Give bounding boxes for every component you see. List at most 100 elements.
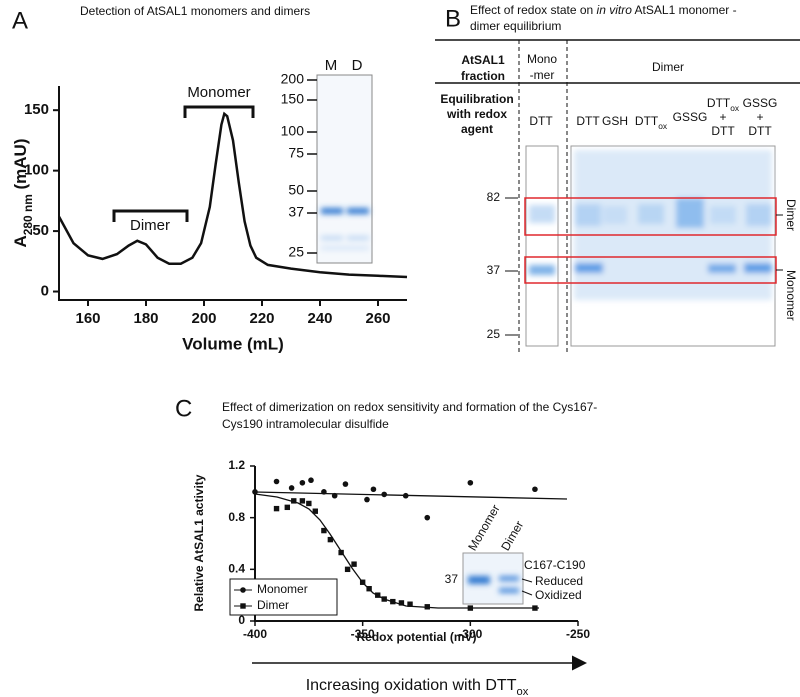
lane-label-part: DTT — [529, 114, 553, 128]
x-tick-label: -250 — [566, 627, 590, 641]
marker-label: 50 — [288, 182, 304, 198]
y-tick-label: 0 — [41, 283, 49, 300]
lane-label-part: ox — [658, 121, 668, 131]
point — [344, 566, 351, 573]
marker-label: 37 — [487, 263, 501, 277]
point — [351, 561, 357, 567]
marker-label: 75 — [288, 145, 304, 161]
point — [273, 478, 280, 485]
gel-lane-label: D — [352, 57, 363, 74]
legend-label: Dimer — [257, 598, 289, 612]
band-label: Oxidized — [535, 588, 582, 602]
gel-band — [529, 205, 555, 223]
point — [467, 605, 474, 611]
marker-label: 37 — [445, 572, 459, 586]
point — [308, 477, 314, 484]
panel-label: B — [445, 5, 461, 32]
x-tick-label: 180 — [133, 310, 158, 327]
gel-band — [676, 198, 704, 228]
panel-label: A — [12, 7, 28, 34]
column-header: Mono — [527, 52, 557, 66]
annotation: Monomer — [187, 84, 250, 101]
lane-label-part: DTT — [576, 114, 600, 128]
gel-band — [347, 208, 369, 214]
x-tick-label: -300 — [458, 627, 482, 641]
x-tick-label: 260 — [365, 310, 390, 327]
point — [288, 485, 295, 491]
point — [299, 498, 306, 504]
point — [364, 496, 370, 503]
gel-b — [435, 39, 800, 352]
point — [299, 479, 306, 486]
legend-box — [229, 578, 338, 616]
point — [532, 605, 538, 611]
marker-label: 25 — [288, 244, 304, 260]
band-label: Monomer — [784, 270, 798, 321]
lane-label: DTT — [529, 114, 553, 128]
marker-label: 100 — [281, 123, 305, 139]
x-tick-label: 220 — [249, 310, 274, 327]
y-tick-label: 100 — [24, 162, 49, 179]
point — [424, 514, 431, 521]
panel-label: C — [175, 395, 192, 422]
arrow-label-part: ox — [516, 686, 528, 697]
y-tick-label: 0.8 — [228, 510, 245, 524]
lane-label: DTT — [576, 114, 600, 128]
row-header: Equilibration — [440, 92, 513, 106]
lane-label: DTT — [711, 124, 735, 138]
y-axis-label: A280 nm (mAU) — [11, 139, 35, 248]
gel-band — [529, 265, 555, 275]
point — [273, 505, 280, 512]
gel-band — [499, 588, 519, 593]
gel-band — [468, 576, 490, 584]
marker-label: 82 — [487, 190, 501, 204]
band-label: Dimer — [784, 199, 798, 231]
column-header: -mer — [530, 68, 555, 82]
lane-label: + — [719, 110, 726, 124]
row-header: fraction — [461, 69, 505, 83]
gel-lane-label: Dimer — [498, 518, 526, 553]
point — [381, 491, 388, 498]
x-tick-label: 200 — [191, 310, 216, 327]
gel-band — [710, 206, 736, 224]
y-tick-label: 1.2 — [228, 458, 245, 472]
gel-frame — [525, 145, 559, 347]
point — [321, 489, 327, 495]
y-axis-label: Relative AtSAL1 activity — [192, 474, 206, 611]
panel-title: dimer equilibrium — [470, 19, 561, 33]
point — [327, 536, 334, 543]
y-tick-label: 150 — [24, 101, 49, 118]
gel-lane-label: Monomer — [465, 502, 502, 553]
bracket — [183, 105, 255, 118]
gel-band — [575, 263, 603, 273]
point — [375, 592, 381, 598]
row-header: AtSAL1 — [461, 53, 505, 67]
gel-band — [746, 204, 772, 226]
lane-label-part: DTT — [707, 96, 731, 110]
pointer — [521, 590, 533, 596]
panel-title-part: Effect of redox state on — [470, 3, 597, 17]
y-tick-label: 50 — [32, 222, 49, 239]
gel-band — [321, 246, 369, 250]
marker-label: 37 — [288, 204, 304, 220]
lane-label: GSSG — [743, 96, 778, 110]
legend-label: Monomer — [257, 582, 308, 596]
marker-label: 150 — [281, 91, 305, 107]
point — [321, 527, 327, 534]
lane-label: DTTox — [707, 96, 740, 113]
lane-label-part: GSSG — [743, 96, 778, 110]
inset-gel-a — [316, 74, 373, 264]
axis — [58, 86, 407, 301]
gel-band — [575, 204, 601, 226]
chart-title: Detection of AtSAL1 monomers and dimers — [80, 4, 310, 18]
point — [359, 579, 366, 585]
chart-title: Cys190 intramolecular disulfide — [222, 417, 389, 431]
point — [402, 492, 409, 499]
pointer — [521, 578, 533, 583]
legend-marker — [240, 587, 246, 593]
inset-gel-c — [462, 552, 533, 605]
gel-band — [708, 264, 736, 273]
gel-band — [499, 576, 519, 581]
bracket — [112, 209, 189, 222]
